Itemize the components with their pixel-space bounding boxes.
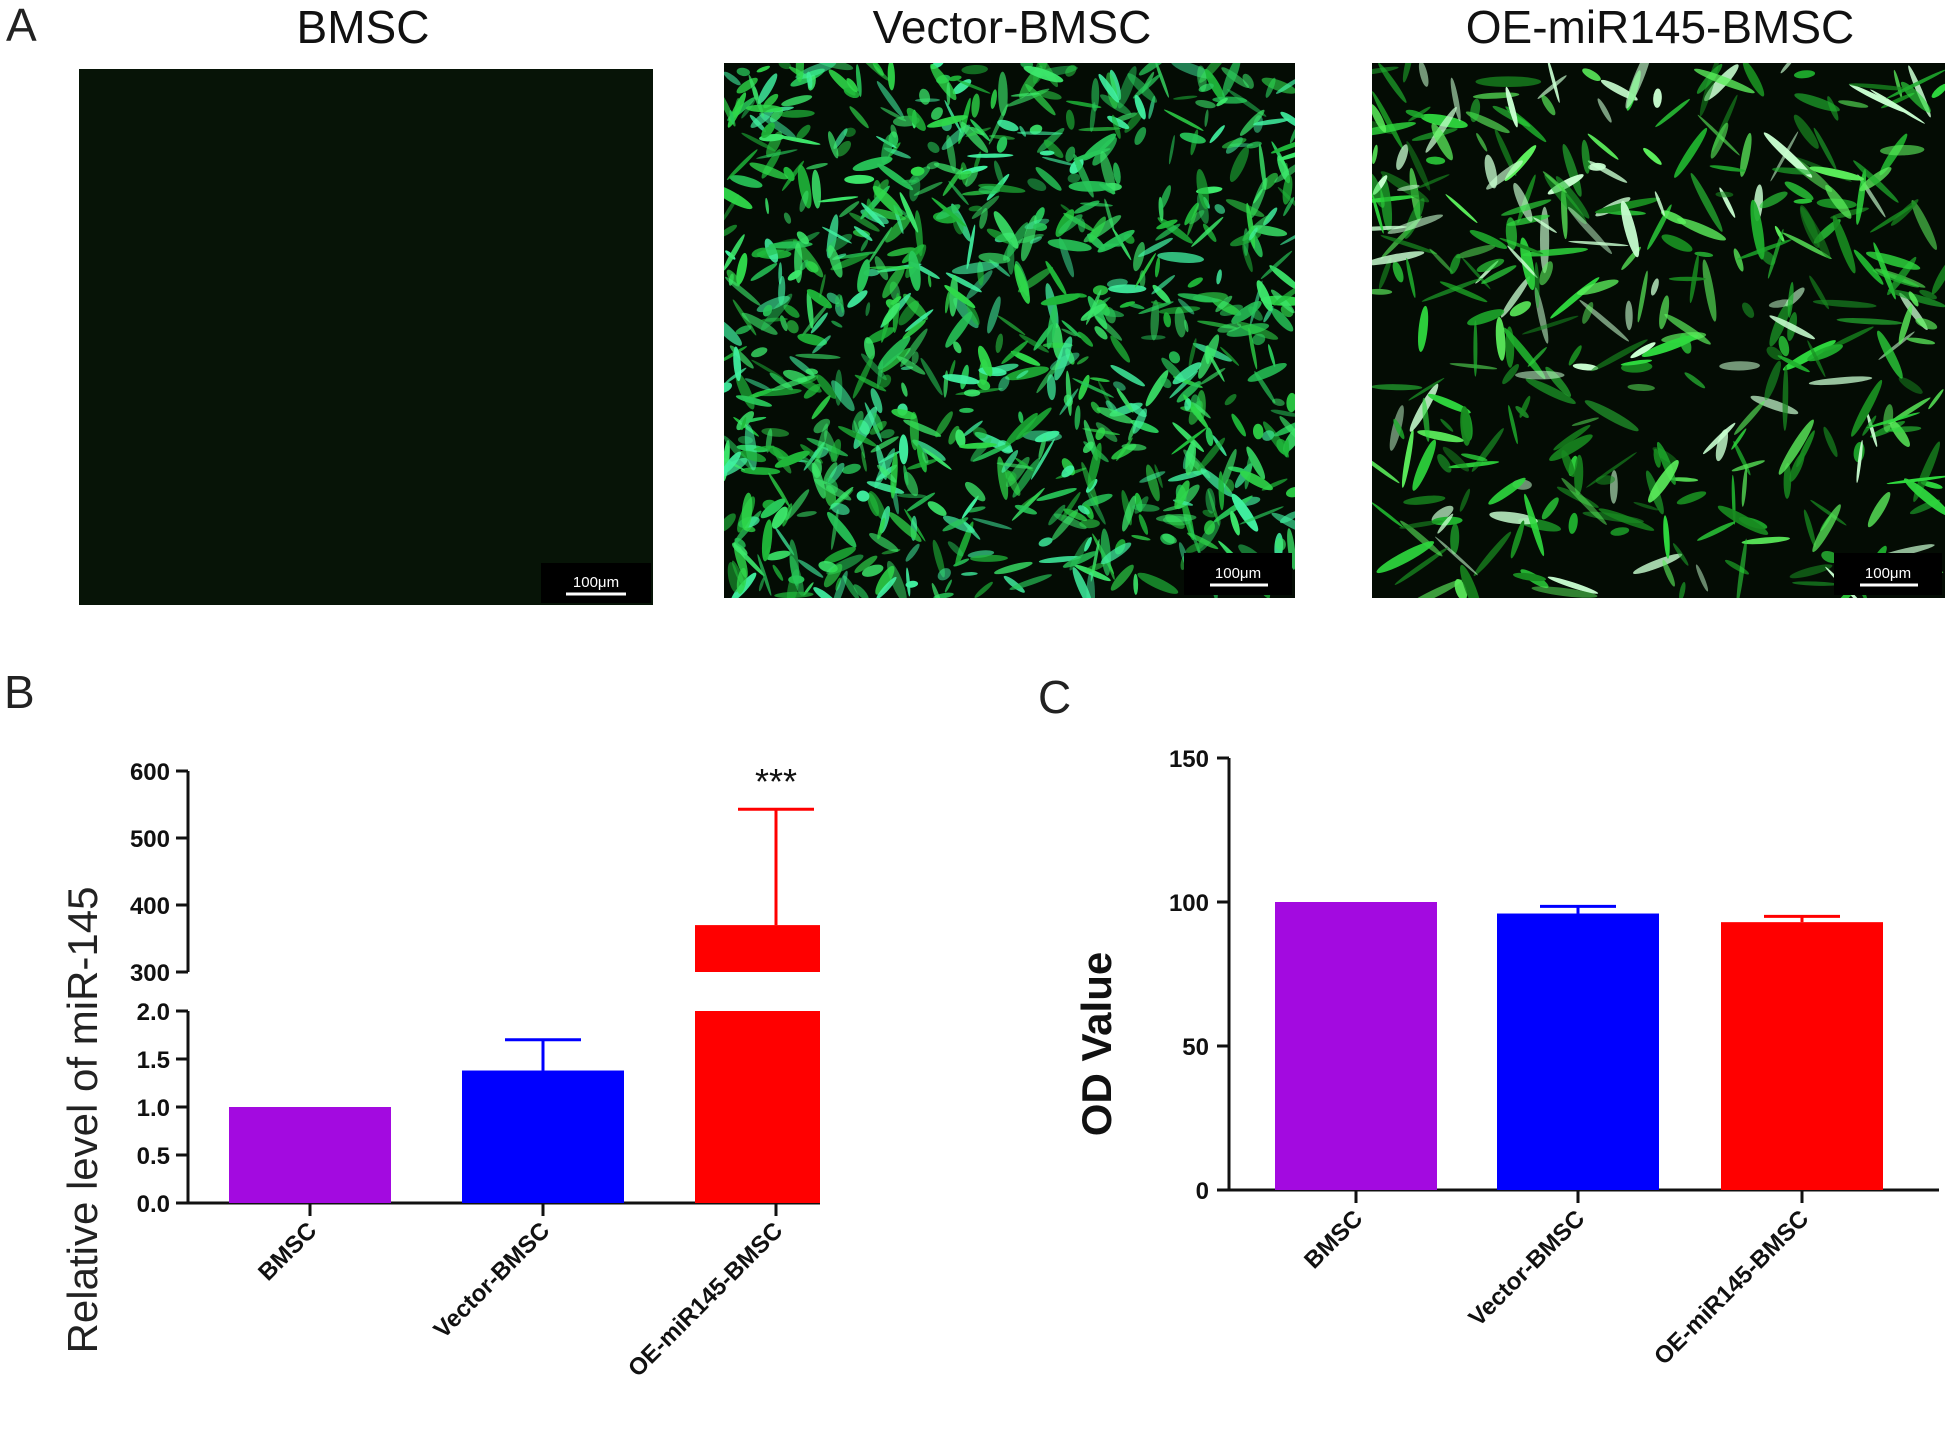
y-axis-label: OD Value bbox=[1073, 952, 1120, 1136]
bar-oe-mir145-bmsc bbox=[1721, 922, 1883, 1190]
micrograph-oe-bmsc: 100μm bbox=[1372, 63, 1945, 598]
x-tick-label: BMSC bbox=[1299, 1205, 1368, 1274]
x-tick-label: Vector-BMSC bbox=[429, 1217, 556, 1344]
x-tick-label: OE-miR145-BMSC bbox=[623, 1217, 788, 1382]
bar-oe-mir145-bmsc-upper bbox=[695, 925, 820, 972]
panel-b-letter: B bbox=[4, 666, 35, 718]
scale-bar-label: 100μm bbox=[1215, 565, 1261, 582]
y-tick-label: 1.0 bbox=[137, 1095, 170, 1122]
y-axis-label: Relative level of miR-145 bbox=[59, 887, 106, 1354]
x-tick-label: BMSC bbox=[253, 1217, 322, 1286]
micro-title-oe-bmsc: OE-miR145-BMSC bbox=[1465, 1, 1855, 53]
bar-vector-bmsc bbox=[1497, 913, 1659, 1190]
bar-vector-bmsc bbox=[462, 1070, 624, 1203]
y-tick-label: 0.0 bbox=[137, 1191, 170, 1218]
chart-c: OD Value 0 50 100 150 BMSC Vector-BMSC OE-miR1… bbox=[1073, 746, 1939, 1370]
y-tick-label: 0.5 bbox=[137, 1143, 170, 1170]
y-tick-label: 100 bbox=[1169, 890, 1209, 917]
micrograph-bmsc: 100μm bbox=[79, 69, 653, 605]
scale-bar-label: 100μm bbox=[1865, 565, 1911, 582]
bar-oe-mir145-bmsc-lower bbox=[695, 1011, 820, 1203]
micrograph-vector-bmsc: 100μm bbox=[724, 63, 1295, 598]
y-tick-label: 400 bbox=[130, 893, 170, 920]
scale-bar-label: 100μm bbox=[573, 574, 619, 591]
x-tick-label: Vector-BMSC bbox=[1464, 1205, 1591, 1332]
micro-title-vector-bmsc: Vector-BMSC bbox=[872, 1, 1152, 53]
y-tick-label: 1.5 bbox=[137, 1047, 170, 1074]
bar-bmsc bbox=[229, 1107, 391, 1203]
panel-c-letter: C bbox=[1038, 671, 1072, 723]
bar-bmsc bbox=[1275, 902, 1437, 1190]
y-tick-label: 300 bbox=[130, 960, 170, 987]
micro-title-bmsc: BMSC bbox=[296, 1, 430, 53]
y-tick-label: 500 bbox=[130, 826, 170, 853]
y-tick-label: 0 bbox=[1196, 1178, 1209, 1205]
panel-a-letter: A bbox=[6, 0, 37, 51]
y-tick-label: 50 bbox=[1182, 1034, 1209, 1061]
y-tick-label: 2.0 bbox=[137, 999, 170, 1026]
y-tick-label: 150 bbox=[1169, 746, 1209, 773]
x-tick-label: OE-miR145-BMSC bbox=[1649, 1205, 1814, 1370]
y-tick-label: 600 bbox=[130, 759, 170, 786]
significance-mark: *** bbox=[755, 761, 797, 802]
chart-b: Relative level of miR-145 300 400 500 600 0.… bbox=[59, 759, 820, 1382]
